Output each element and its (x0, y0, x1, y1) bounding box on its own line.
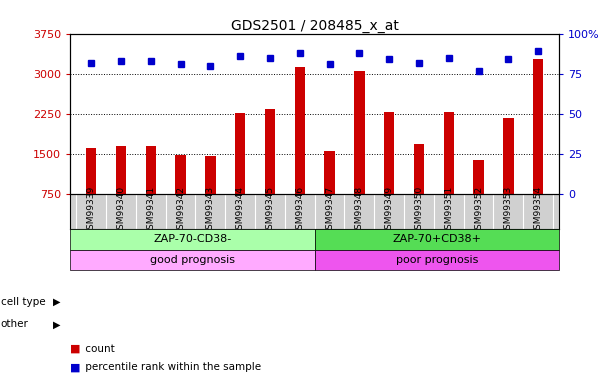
Text: ▶: ▶ (53, 320, 60, 329)
Bar (533, 59, 543, 194)
Bar (235, 113, 246, 194)
Text: other: other (1, 320, 29, 329)
Text: cell type: cell type (1, 297, 45, 307)
Bar (86, 148, 97, 194)
Bar (70, 229, 315, 250)
Bar (70, 250, 315, 270)
Bar (175, 155, 186, 194)
Text: poor prognosis: poor prognosis (396, 255, 478, 265)
Bar (265, 109, 275, 194)
Text: percentile rank within the sample: percentile rank within the sample (82, 363, 262, 372)
Text: ▶: ▶ (53, 297, 60, 307)
Text: ■: ■ (70, 344, 81, 354)
Text: count: count (82, 344, 115, 354)
Text: ■: ■ (70, 363, 81, 372)
Text: good prognosis: good prognosis (150, 255, 235, 265)
Bar (503, 118, 514, 194)
Bar (315, 229, 559, 250)
Text: ZAP-70+CD38+: ZAP-70+CD38+ (392, 234, 481, 244)
Bar (474, 160, 484, 194)
Bar (354, 71, 365, 194)
Bar (315, 250, 559, 270)
Bar (324, 152, 335, 194)
Text: ZAP-70-CD38-: ZAP-70-CD38- (153, 234, 232, 244)
Bar (384, 112, 394, 194)
Bar (205, 156, 216, 194)
Bar (444, 112, 454, 194)
Title: GDS2501 / 208485_x_at: GDS2501 / 208485_x_at (231, 19, 398, 33)
Bar (414, 144, 424, 194)
Bar (295, 68, 305, 194)
Bar (145, 146, 156, 194)
Bar (115, 146, 126, 194)
